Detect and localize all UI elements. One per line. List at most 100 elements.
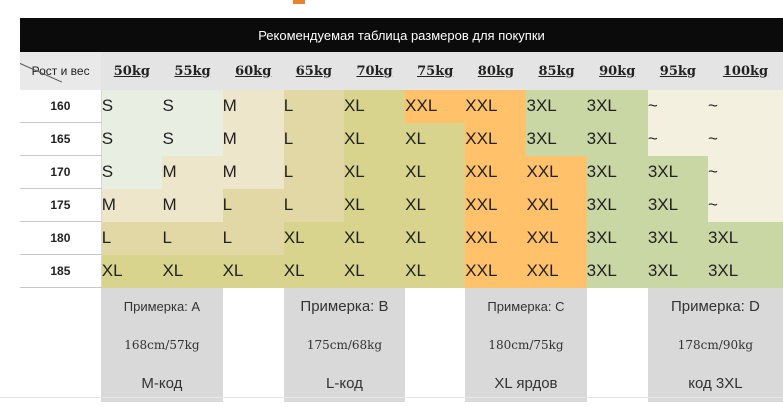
size-cell: XL: [222, 254, 284, 288]
blank-cell: [405, 326, 466, 364]
weight-header: 60kg: [222, 52, 284, 90]
size-cell: 3XL: [586, 90, 648, 123]
size-cell: L: [283, 155, 344, 189]
fitting-code: код 3XL: [647, 364, 783, 402]
size-row: 165 S S M L XL XL XXL 3XL 3XL ~ ~: [20, 122, 783, 156]
size-cell: 3XL: [586, 221, 648, 255]
size-cell: 3XL: [526, 122, 587, 156]
blank-cell: [20, 326, 102, 364]
size-cell: S: [101, 122, 163, 156]
size-cell: M: [222, 155, 284, 189]
weight-header: 85kg: [526, 52, 587, 90]
size-cell: 3XL: [586, 188, 648, 222]
size-row: 160 S S M L XL XXL XXL 3XL 3XL ~ ~: [20, 90, 783, 123]
weight-header: 80kg: [465, 52, 527, 90]
blank-cell: [222, 287, 284, 326]
weight-header: 90kg: [586, 52, 648, 90]
size-cell: XL: [343, 155, 406, 189]
weight-header: 55kg: [162, 52, 223, 90]
size-cell: XL: [343, 122, 406, 156]
top-strip: [0, 0, 783, 18]
blank-cell: [405, 287, 466, 326]
size-cell: ~: [647, 90, 708, 123]
weight-header: 100kg: [707, 52, 783, 90]
size-cell: M: [162, 188, 223, 222]
height-cell: 180: [20, 221, 102, 255]
size-cell: M: [162, 155, 223, 189]
size-cell: S: [101, 90, 163, 123]
size-cell: XXL: [526, 221, 587, 255]
height-cell: 160: [20, 90, 102, 123]
blank-cell: [586, 326, 648, 364]
size-cell: XXL: [465, 188, 527, 222]
weight-header: 65kg: [283, 52, 344, 90]
fitting-code: XL ярдов: [465, 364, 587, 402]
size-cell: M: [222, 122, 284, 156]
size-cell: XL: [283, 221, 344, 255]
size-cell: XL: [405, 188, 466, 222]
size-cell: 3XL: [707, 254, 783, 288]
size-cell: XL: [343, 254, 406, 288]
height-cell: 170: [20, 155, 102, 189]
size-cell: XL: [343, 221, 406, 255]
height-cell: 165: [20, 122, 102, 156]
size-cell: ~: [707, 188, 783, 222]
fitting-measure: 168cm/57kg: [101, 326, 223, 364]
size-cell: L: [101, 221, 163, 255]
blank-cell: [20, 364, 102, 402]
size-cell: XL: [101, 254, 163, 288]
height-cell: 175: [20, 188, 102, 222]
size-row: 175 M M L L XL XL XXL XXL 3XL 3XL ~: [20, 188, 783, 222]
size-cell: XL: [343, 188, 406, 222]
size-cell: 3XL: [647, 221, 708, 255]
fitting-label: Примерка: B: [283, 287, 406, 326]
size-cell: XXL: [465, 254, 527, 288]
size-cell: XXL: [465, 155, 527, 189]
weight-header: 50kg: [101, 52, 163, 90]
size-cell: XXL: [526, 254, 587, 288]
blank-cell: [20, 287, 102, 326]
size-cell: XXL: [526, 155, 587, 189]
fitting-measure: 175cm/68kg: [283, 326, 406, 364]
blank-cell: [222, 326, 284, 364]
table-title: Рекомендуемая таблица размеров для покуп…: [20, 18, 783, 52]
size-cell: XL: [405, 155, 466, 189]
size-cell: 3XL: [586, 254, 648, 288]
size-cell: ~: [647, 122, 708, 156]
size-cell: 3XL: [707, 221, 783, 255]
size-cell: XXL: [465, 90, 527, 123]
blank-cell: [222, 364, 284, 402]
size-cell: L: [222, 188, 284, 222]
size-cell: 3XL: [647, 188, 708, 222]
weight-header: 95kg: [647, 52, 708, 90]
size-cell: ~: [707, 155, 783, 189]
blank-cell: [405, 364, 466, 402]
size-cell: XL: [405, 221, 466, 255]
fitting-code-row: M-код L-код XL ярдов код 3XL: [20, 364, 783, 402]
size-cell: ~: [707, 90, 783, 123]
size-cell: M: [101, 188, 163, 222]
fitting-label: Примерка: D: [647, 287, 783, 326]
size-cell: XXL: [465, 122, 527, 156]
size-row: 185 XL XL XL XL XL XL XXL XXL 3XL 3XL 3XL: [20, 254, 783, 288]
size-chart-table: Рост и вес 50kg 55kg 60kg 65kg 70kg 75kg…: [20, 52, 783, 402]
size-cell: 3XL: [526, 90, 587, 123]
fitting-label: Примерка: C: [465, 287, 587, 326]
blank-cell: [586, 287, 648, 326]
size-cell: XL: [405, 254, 466, 288]
fitting-label: Примерка: A: [101, 287, 223, 326]
bottom-divider: [0, 397, 783, 398]
size-cell: 3XL: [647, 155, 708, 189]
size-cell: XL: [405, 122, 466, 156]
size-cell: ~: [707, 122, 783, 156]
size-cell: M: [222, 90, 284, 123]
orange-mark: [293, 0, 305, 4]
size-cell: XL: [283, 254, 344, 288]
height-cell: 185: [20, 254, 102, 288]
size-cell: XXL: [405, 90, 466, 123]
weight-header: 75kg: [405, 52, 466, 90]
weight-header: 70kg: [343, 52, 406, 90]
size-row: 170 S M M L XL XL XXL XXL 3XL 3XL ~: [20, 155, 783, 189]
size-cell: XXL: [465, 221, 527, 255]
size-cell: 3XL: [586, 122, 648, 156]
